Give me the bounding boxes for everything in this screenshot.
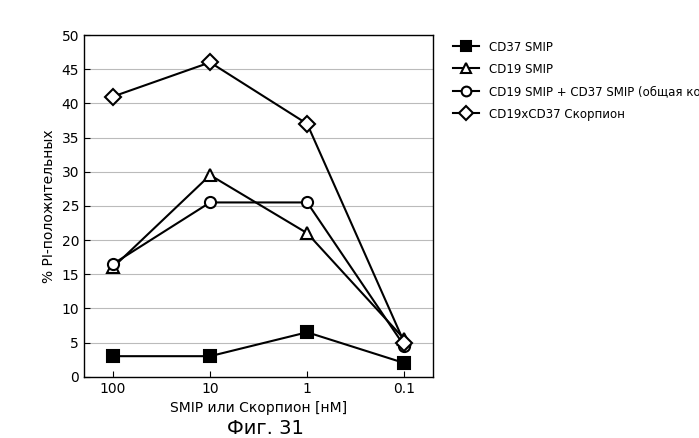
Y-axis label: % PI-положительных: % PI-положительных (42, 129, 56, 283)
Legend: CD37 SMIP, CD19 SMIP, CD19 SMIP + CD37 SMIP (общая концентрация), CD19xCD37 Скор: CD37 SMIP, CD19 SMIP, CD19 SMIP + CD37 S… (453, 41, 699, 121)
Text: Фиг. 31: Фиг. 31 (227, 419, 304, 438)
X-axis label: SMIP или Скорпион [нМ]: SMIP или Скорпион [нМ] (170, 401, 347, 415)
